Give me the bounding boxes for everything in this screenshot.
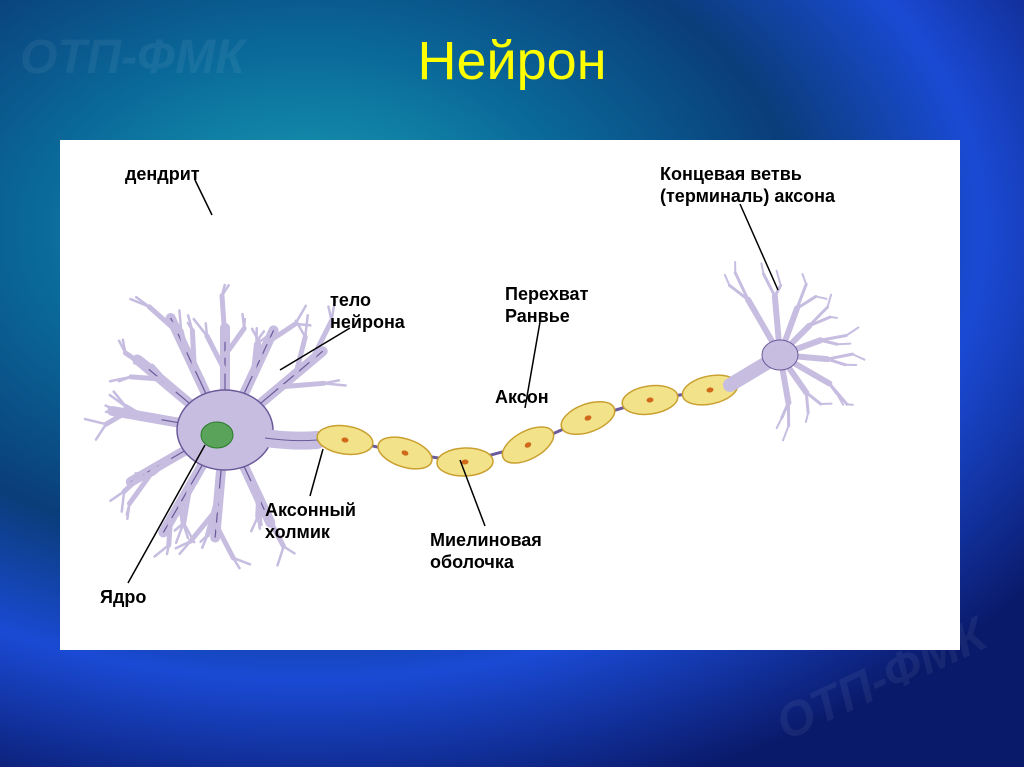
svg-text:оболочка: оболочка xyxy=(430,552,515,572)
neuron-svg: дендрит телонейрона ПерехватРанвье Аксон Кон… xyxy=(60,140,960,650)
svg-text:Аксон: Аксон xyxy=(495,387,549,407)
svg-text:дендрит: дендрит xyxy=(125,164,200,184)
svg-text:нейрона: нейрона xyxy=(330,312,406,332)
neuron-diagram: дендрит телонейрона ПерехватРанвье Аксон Кон… xyxy=(60,140,960,650)
svg-text:Ранвье: Ранвье xyxy=(505,306,570,326)
slide-title: Нейрон xyxy=(0,30,1024,92)
svg-text:тело: тело xyxy=(330,290,371,310)
slide: ОТП-ФМК ОТП-ФМК Нейрон дендриттелонейрон… xyxy=(0,0,1024,767)
svg-text:(терминаль) аксона: (терминаль) аксона xyxy=(660,186,836,206)
svg-text:Концевая ветвь: Концевая ветвь xyxy=(660,164,802,184)
svg-text:Перехват: Перехват xyxy=(505,284,589,304)
svg-text:Аксонный: Аксонный xyxy=(265,500,356,520)
svg-text:Ядро: Ядро xyxy=(100,587,146,607)
svg-text:холмик: холмик xyxy=(265,522,331,542)
svg-text:Миелиновая: Миелиновая xyxy=(430,530,542,550)
